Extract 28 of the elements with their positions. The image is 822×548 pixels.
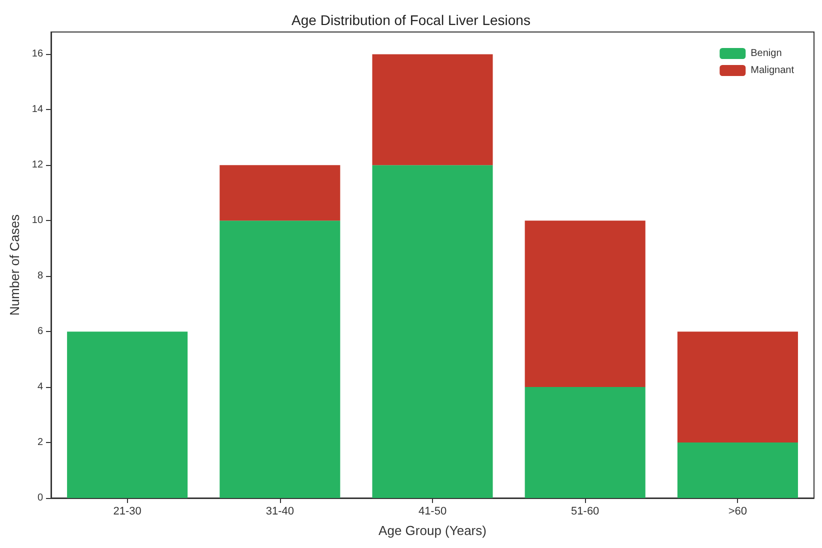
- bar: [677, 332, 798, 443]
- y-tick-label: 6: [37, 326, 44, 338]
- chart-title: Age Distribution of Focal Liver Lesions: [292, 12, 530, 28]
- bar: [372, 165, 493, 498]
- bar: [524, 220, 646, 388]
- y-tick-label: 14: [32, 104, 44, 116]
- legend-label: Malignant: [750, 65, 794, 76]
- x-axis-title: Age Group (Years): [378, 523, 486, 538]
- y-tick-label: 8: [37, 270, 44, 282]
- legend-label: Benign: [750, 48, 782, 59]
- y-tick-label: 16: [32, 48, 44, 60]
- x-tick-label: 21-30: [113, 506, 142, 518]
- bar: [67, 332, 188, 498]
- y-tick-label: 10: [32, 215, 44, 226]
- x-tick-label: >60: [728, 506, 748, 518]
- bar: [524, 387, 646, 498]
- y-tick-label: 4: [37, 382, 44, 393]
- x-tick-label: 31-40: [266, 506, 294, 518]
- bar: [220, 220, 340, 498]
- bar: [220, 165, 340, 221]
- y-tick-label: 2: [37, 437, 44, 448]
- x-tick-label: 41-50: [418, 506, 447, 518]
- x-tick-label: 51-60: [571, 506, 600, 518]
- bar: [372, 54, 493, 166]
- y-axis-title: Number of Cases: [7, 214, 22, 316]
- y-tick-label: 0: [37, 492, 44, 504]
- y-tick-label: 12: [32, 160, 44, 171]
- bar: [677, 442, 798, 498]
